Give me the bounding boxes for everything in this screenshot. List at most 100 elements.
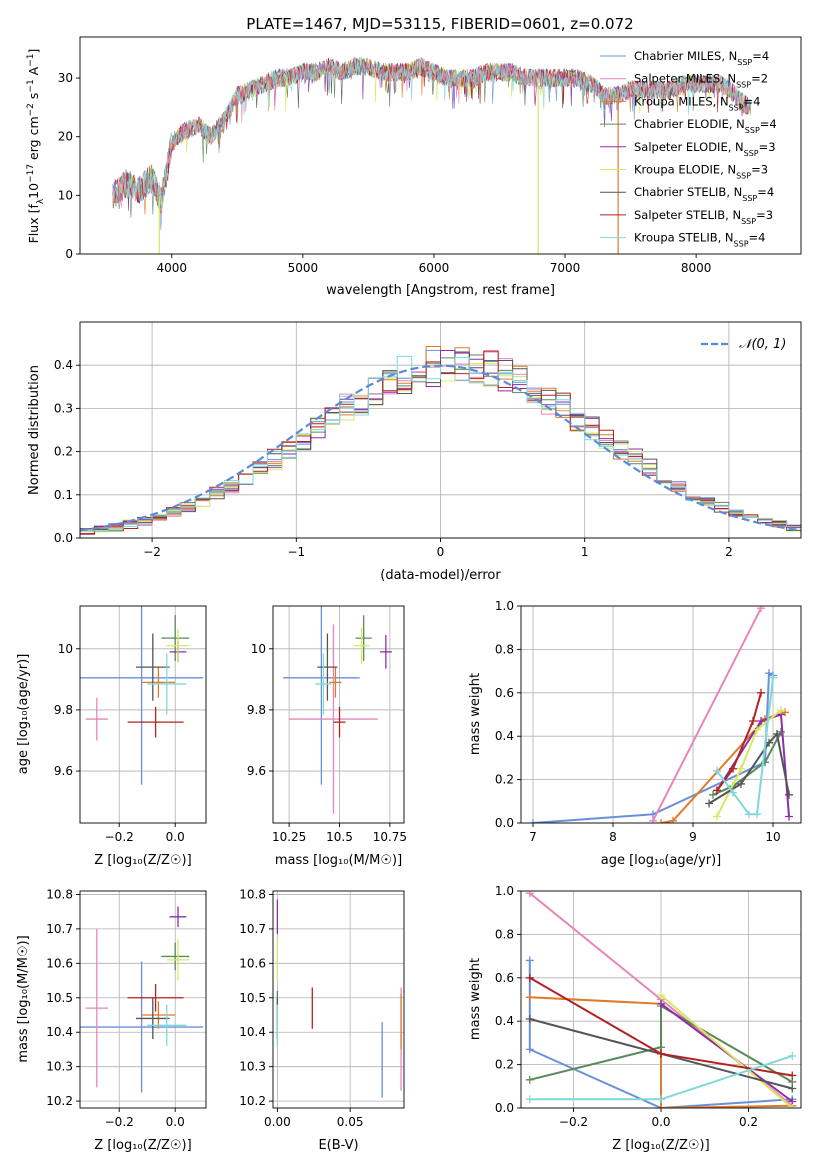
spectrum-line bbox=[112, 56, 751, 211]
legend-eq: =3 bbox=[756, 208, 773, 222]
y-tick-label: 0.2 bbox=[495, 1058, 514, 1072]
plot-area-age_vs_Z bbox=[80, 606, 204, 785]
y-tick-label: 0.4 bbox=[54, 358, 73, 372]
weight-marker bbox=[525, 973, 534, 982]
legend-label: Salpeter MILES, N bbox=[634, 72, 736, 86]
weight-marker bbox=[657, 819, 665, 823]
plot-area-mass_vs_Z bbox=[80, 906, 204, 1093]
y-axis-label: mass [log₁₀(M/M☉)] bbox=[16, 935, 31, 1062]
y-axis-label-part: A bbox=[26, 66, 41, 79]
legend-eq: =3 bbox=[759, 140, 776, 154]
legend-eq: =4 bbox=[760, 117, 777, 131]
y-tick-label: 0.0 bbox=[54, 531, 73, 545]
x-tick-label: 7 bbox=[529, 830, 537, 844]
x-tick-label: 0.0 bbox=[651, 1115, 670, 1129]
x-axis-label: E(B-V) bbox=[318, 1138, 358, 1153]
weight-marker bbox=[753, 725, 761, 734]
weight-marker bbox=[753, 810, 761, 819]
weight-marker bbox=[713, 766, 721, 775]
weight-marker bbox=[737, 764, 745, 773]
weight-marker bbox=[657, 1104, 665, 1108]
y-tick-label: 10.7 bbox=[46, 922, 73, 936]
weight-marker bbox=[769, 673, 777, 682]
weight-marker bbox=[529, 819, 537, 823]
legend-sub: SSP bbox=[729, 103, 744, 112]
y-tick-label: 0.6 bbox=[495, 971, 514, 985]
axes-frame bbox=[520, 605, 802, 824]
weight-marker bbox=[757, 717, 765, 726]
figure-title: PLATE=1467, MJD=53115, FIBERID=0601, z=0… bbox=[246, 15, 633, 33]
plot-area-weight_vs_Z bbox=[525, 891, 797, 1108]
weight-marker bbox=[713, 812, 721, 821]
axes-spectrum: 4000 5000 6000 7000 8000 0 10 20 30 bbox=[58, 36, 802, 275]
legend-eq: =4 bbox=[749, 231, 766, 245]
axes-mass_vs_Z: −0.2 0.0 10.2 10.3 10.4 10.5 10.6 10.7 10.8 bbox=[46, 887, 207, 1129]
y-axis-label-part: Flux [f bbox=[26, 204, 41, 244]
y-tick-label: 10.3 bbox=[239, 1060, 266, 1074]
y-tick-label: 10.3 bbox=[46, 1060, 73, 1074]
x-tick-label: 0.2 bbox=[739, 1115, 758, 1129]
y-tick-label: 10 bbox=[58, 188, 73, 202]
x-tick-label: −0.2 bbox=[105, 830, 134, 844]
y-axis-label: Normed distribution bbox=[27, 365, 42, 495]
y-tick-label: 10.6 bbox=[46, 956, 73, 970]
axes-residuals: −2 −1 0 1 2 0.0 0.1 0.2 0.3 0.4 bbox=[54, 321, 802, 559]
y-axis-label-part: −2 bbox=[26, 103, 36, 116]
x-tick-label: 0.00 bbox=[264, 1115, 291, 1129]
y-tick-label: 0.1 bbox=[54, 488, 73, 502]
weight-marker bbox=[525, 1095, 534, 1104]
weight-marker bbox=[788, 1071, 797, 1080]
weight-marker bbox=[525, 993, 534, 1002]
legend-sub: SSP bbox=[736, 171, 751, 180]
axes-mass_vs_ebv: 0.00 0.05 10.2 10.3 10.4 10.5 10.6 10.7 10.8 bbox=[239, 887, 405, 1129]
y-axis-label-part: s bbox=[26, 93, 41, 104]
legend-label: 𝒩(0, 1) bbox=[739, 337, 786, 352]
weight-marker bbox=[749, 717, 757, 726]
y-axis-label: mass weight bbox=[468, 673, 483, 755]
y-tick-label: 9.8 bbox=[54, 703, 73, 717]
weight-marker bbox=[729, 764, 737, 773]
x-tick-label: 4000 bbox=[156, 261, 187, 275]
weight-marker bbox=[729, 788, 737, 797]
y-axis-label-part: 10 bbox=[26, 183, 41, 199]
y-tick-label: 10.7 bbox=[239, 922, 266, 936]
legend-label: Chabrier MILES, N bbox=[634, 49, 737, 63]
x-tick-label: 6000 bbox=[419, 261, 450, 275]
y-axis-label-part: ] bbox=[26, 49, 41, 54]
legend-entry: Chabrier ELODIE, NSSP=4 bbox=[634, 117, 777, 135]
legend-sub: SSP bbox=[734, 239, 749, 248]
weight-marker bbox=[737, 779, 745, 788]
legend-eq: =4 bbox=[757, 185, 774, 199]
legend-eq: =4 bbox=[752, 49, 769, 63]
legend-sub: SSP bbox=[737, 58, 752, 67]
weight-marker bbox=[745, 810, 753, 819]
y-tick-label: 1.0 bbox=[495, 884, 514, 898]
y-tick-label: 1.0 bbox=[495, 599, 514, 613]
x-tick-label: 1 bbox=[581, 545, 589, 559]
x-tick-label: 8000 bbox=[681, 261, 712, 275]
legend-sub: SSP bbox=[736, 80, 751, 89]
x-tick-label: −1 bbox=[287, 545, 305, 559]
weight-marker bbox=[657, 991, 665, 1000]
weight-marker bbox=[773, 730, 781, 739]
y-tick-label: 9.8 bbox=[247, 703, 266, 717]
y-axis-label: Flux [fλ10−17 erg cm−2 s−1 A−1] bbox=[26, 49, 46, 244]
y-tick-label: 0.3 bbox=[54, 401, 73, 415]
weight-line bbox=[528, 960, 793, 1108]
y-tick-label: 0.6 bbox=[495, 686, 514, 700]
weight-marker bbox=[525, 956, 534, 965]
plot-area-age_vs_mass bbox=[283, 606, 392, 814]
y-tick-label: 10.4 bbox=[46, 1025, 73, 1039]
legend-eq: =2 bbox=[751, 72, 768, 86]
axes-weight_vs_age: 7 8 9 10 0.0 0.2 0.4 0.6 0.8 1.0 bbox=[495, 599, 802, 844]
x-tick-label: 0.0 bbox=[166, 1115, 185, 1129]
x-tick-label: 10.25 bbox=[272, 830, 306, 844]
axes-frame bbox=[79, 605, 207, 824]
weight-marker bbox=[709, 790, 717, 799]
weight-marker bbox=[785, 812, 793, 821]
y-tick-label: 0.8 bbox=[495, 927, 514, 941]
axes-frame bbox=[272, 605, 405, 824]
x-tick-label: 0.0 bbox=[166, 830, 185, 844]
y-axis-label-part: erg cm bbox=[26, 116, 41, 164]
plot-area-spectrum bbox=[112, 56, 751, 254]
